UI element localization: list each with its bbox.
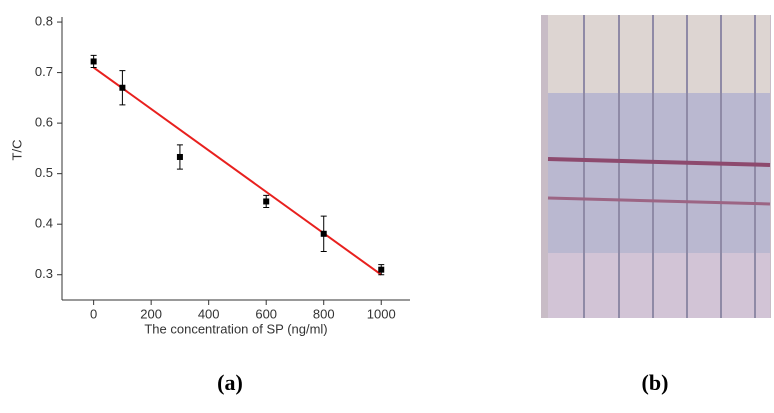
x-axis-label: The concentration of SP (ng/ml) (144, 321, 327, 336)
point (320, 230, 327, 237)
y-tick-label: 0.8 (35, 13, 53, 28)
fit-line (93, 66, 382, 276)
panel-label: (a) (217, 370, 243, 395)
control-line (547, 157, 771, 167)
x-tick-label: 800 (313, 306, 335, 321)
point (263, 198, 270, 205)
photo (541, 15, 771, 318)
panel-label: (b) (642, 370, 669, 395)
x-tick-label: 600 (255, 306, 277, 321)
strip-top (548, 15, 770, 93)
x-tick-label: 1000 (367, 306, 396, 321)
point (119, 84, 126, 91)
x-tick-label: 200 (140, 306, 162, 321)
strip-bottom (548, 253, 770, 318)
x-tick-label: 0 (90, 306, 97, 321)
strip-window (548, 93, 770, 253)
point (90, 58, 97, 65)
y-tick-label: 0.3 (35, 266, 53, 281)
point (176, 153, 183, 160)
y-axis-label: T/C (9, 140, 24, 161)
test-line (547, 196, 771, 206)
point (378, 266, 385, 273)
y-tick-label: 0.4 (35, 216, 53, 231)
y-tick-label: 0.5 (35, 165, 53, 180)
x-tick-label: 400 (198, 306, 220, 321)
y-tick-label: 0.6 (35, 115, 53, 130)
y-tick-label: 0.7 (35, 64, 53, 79)
